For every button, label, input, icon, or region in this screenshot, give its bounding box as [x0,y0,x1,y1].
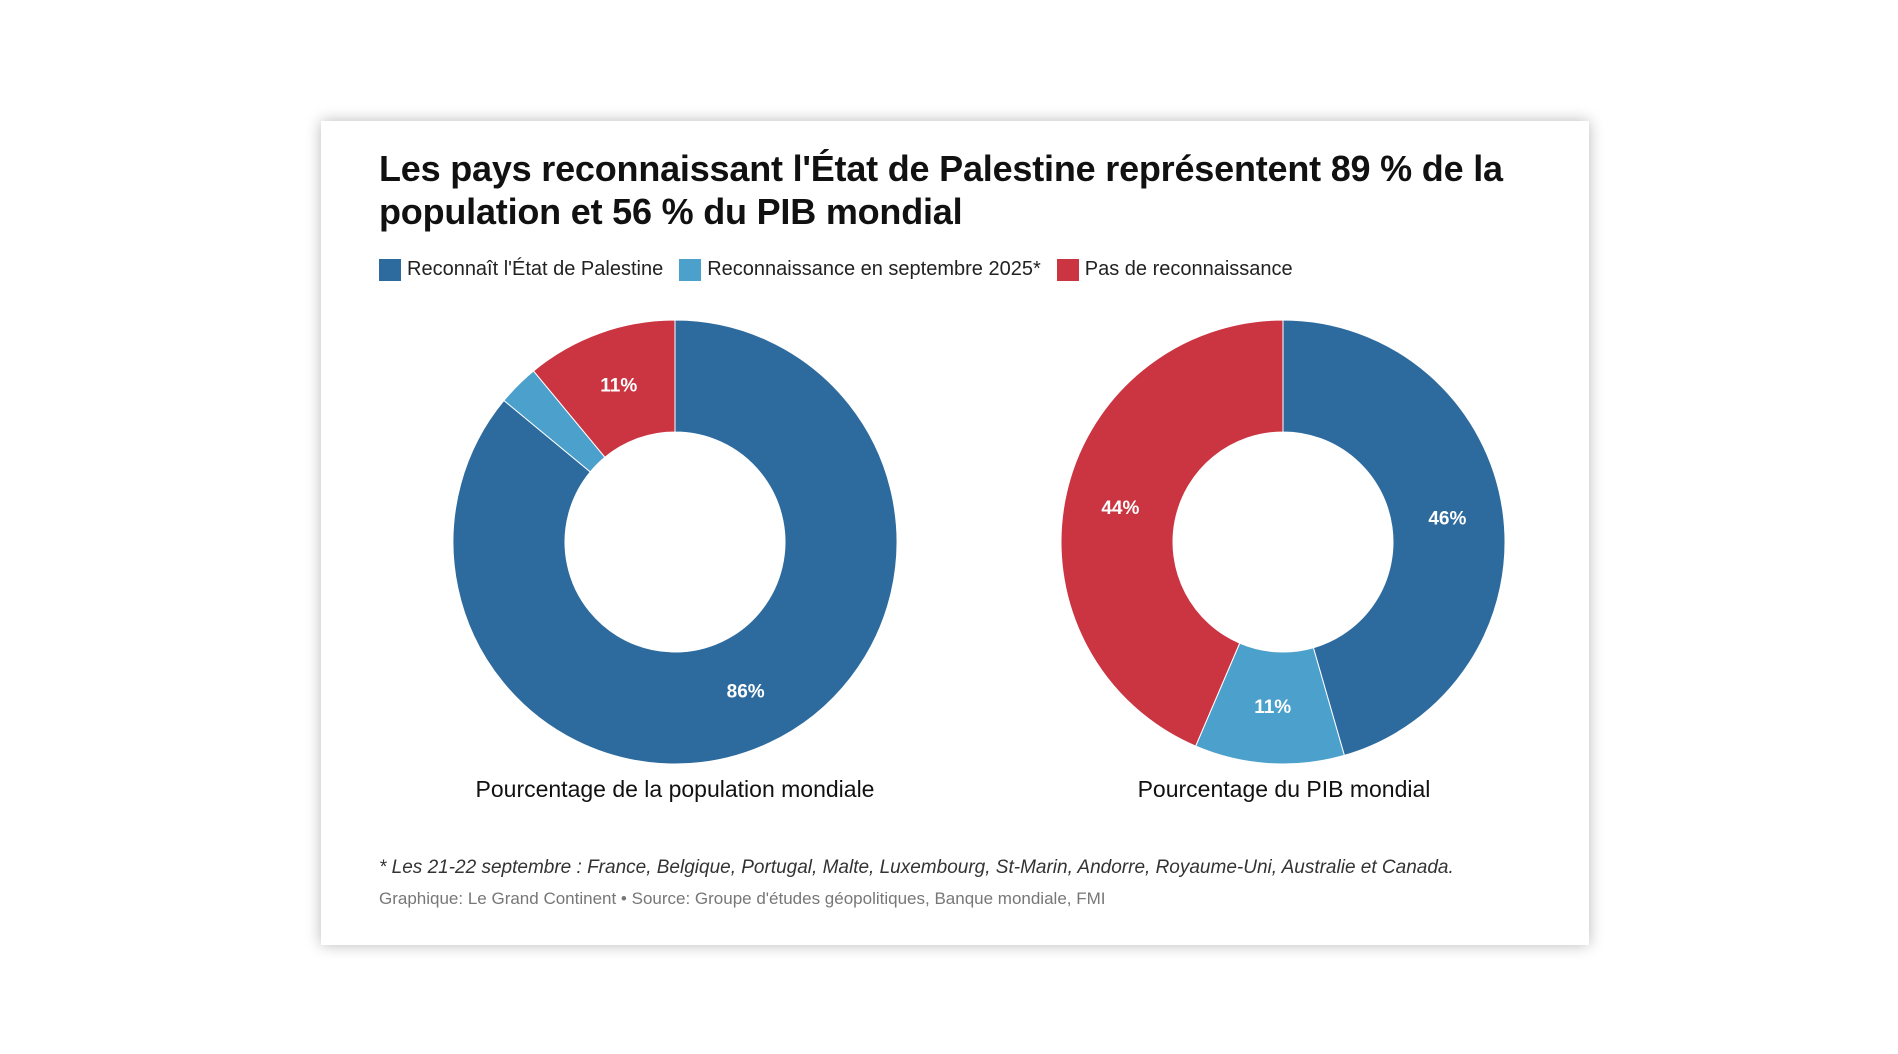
donut-population: 86% 11% [452,319,898,765]
legend-swatch-recognizes [379,258,401,281]
legend-swatch-no-recognition [1056,258,1079,281]
legend-item-september-2025: Reconnaissance en septembre 2025* [679,258,1041,281]
donut-gdp: 46% 11% 44% [1060,319,1506,765]
slice-gdp-no-recognition [1060,319,1284,747]
caption-population: Pourcentage de la population mondiale [475,776,875,802]
footnote: * Les 21-22 septembre : France, Belgique… [379,857,1454,878]
slice-population-no-recognition [532,319,676,458]
data-label-gdp-september-2025: 11% [1254,697,1291,718]
data-label-population-recognizes: 86% [727,682,765,703]
legend: Reconnaît l'État de Palestine Reconnaiss… [379,258,1309,281]
slice-gdp-recognizes [1282,319,1506,756]
data-label-gdp-no-recognition: 44% [1101,498,1139,519]
legend-label-recognizes: Reconnaît l'État de Palestine [407,258,664,280]
data-label-gdp-recognizes: 46% [1428,508,1466,529]
legend-item-recognizes: Reconnaît l'État de Palestine [379,258,663,281]
source-line: Graphique: Le Grand Continent • Source: … [379,889,1106,908]
donut-charts-svg: 86% 11% 46% 11% 44% [452,319,1506,765]
caption-gdp: Pourcentage du PIB mondial [1137,776,1431,802]
slice-population-recognizes [452,319,898,765]
legend-item-no-recognition: Pas de reconnaissance [1056,258,1293,281]
chart-card: Les pays reconnaissant l'État de Palesti… [321,121,1589,945]
chart-title: Les pays reconnaissant l'État de Palesti… [379,148,1503,232]
legend-label-no-recognition: Pas de reconnaissance [1084,258,1293,280]
legend-swatch-september-2025 [679,258,702,281]
data-label-population-no-recognition: 11% [600,375,637,396]
legend-label-september-2025: Reconnaissance en septembre 2025* [707,258,1041,280]
